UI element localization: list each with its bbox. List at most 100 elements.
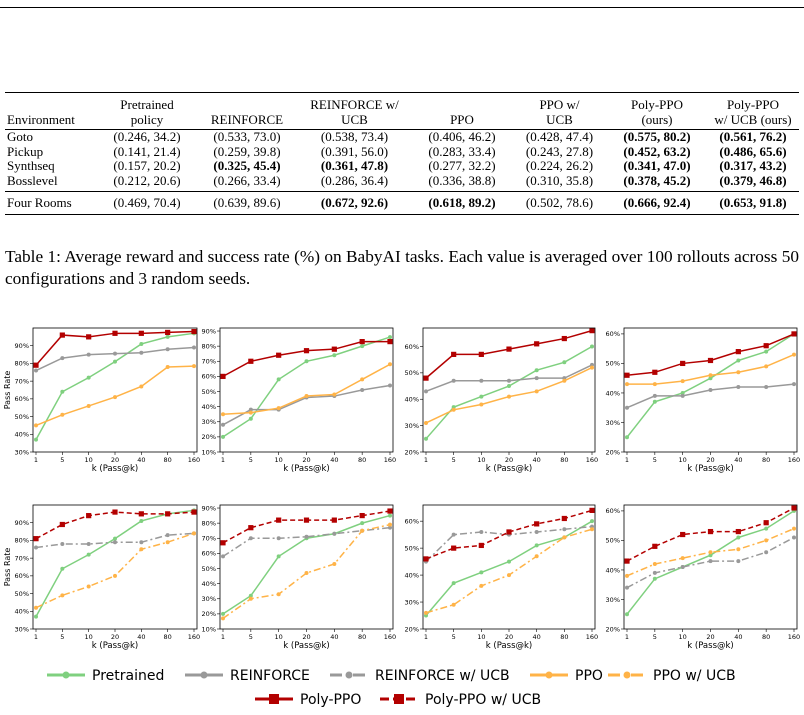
marker — [221, 616, 225, 621]
x-tick-label: 40 — [330, 633, 338, 641]
legend-label: Poly-PPO — [300, 692, 361, 708]
marker — [113, 573, 117, 578]
marker — [652, 399, 657, 404]
x-tick-label: 10 — [275, 633, 283, 641]
marker — [736, 559, 741, 564]
x-tick-label: 20 — [302, 456, 310, 464]
marker — [248, 536, 253, 541]
header-line: PPO w/ — [539, 97, 580, 112]
table-row: Four Rooms (0.469, 70.4) (0.639, 89.6) (0.6… — [5, 191, 799, 215]
marker — [139, 384, 144, 389]
marker — [113, 351, 117, 356]
x-tick-label: 40 — [734, 633, 742, 641]
header-line: REINFORCE — [210, 112, 284, 127]
marker — [478, 542, 484, 549]
x-tick-label: 40 — [137, 633, 145, 641]
marker — [625, 435, 629, 440]
marker — [680, 393, 685, 398]
series-line — [425, 329, 593, 379]
x-tick-label: 160 — [188, 633, 200, 641]
marker — [735, 528, 741, 535]
y-tick-label: 60% — [202, 373, 216, 381]
x-tick-label: 10 — [85, 633, 93, 641]
x-tick-label: 10 — [85, 456, 93, 464]
x-tick-label: 20 — [706, 633, 714, 641]
y-tick-label: 70% — [202, 535, 216, 543]
x-tick-label: 5 — [452, 456, 456, 464]
table-row: Synthseq (0.157, 20.2) (0.325, 45.4) (0.361… — [5, 159, 799, 174]
y-axis-label: Pass Rate — [3, 548, 12, 587]
table-cell: (0.361, 47.8) — [320, 158, 389, 174]
marker — [248, 593, 253, 598]
series-line — [222, 340, 390, 378]
marker — [34, 423, 38, 428]
y-tick-label: 20% — [405, 625, 419, 633]
y-tick-label: 80% — [202, 519, 216, 527]
y-tick-label: 80% — [15, 360, 29, 368]
plot-frame — [32, 327, 198, 453]
legend-label: Pretrained — [92, 668, 164, 684]
marker — [304, 571, 309, 576]
marker — [625, 405, 629, 410]
marker — [590, 527, 594, 532]
marker — [451, 602, 456, 607]
table-cell: (0.379, 46.8) — [719, 172, 787, 188]
marker — [86, 334, 92, 340]
header-row: Environment Pretrained policy REINFORCE REIN… — [5, 92, 799, 130]
marker — [562, 360, 567, 365]
x-tick-label: 80 — [560, 633, 568, 641]
header-cell: PPO — [412, 92, 512, 130]
y-tick-label: 20% — [405, 448, 419, 456]
header-line: UCB — [546, 112, 573, 127]
marker — [423, 375, 429, 381]
marker — [269, 694, 279, 704]
table-cell: (0.277, 32.2) — [428, 158, 496, 174]
table-cell: (0.666, 92.4) — [607, 191, 707, 215]
y-tick-label: 50% — [606, 360, 620, 368]
header-line: Environment — [7, 112, 75, 127]
table-cell: (0.378, 45.2) — [623, 172, 691, 188]
x-tick-label: 80 — [358, 456, 366, 464]
table-cell: (0.469, 70.4) — [97, 191, 197, 215]
y-tick-label: 50% — [15, 590, 29, 598]
x-tick-label: 80 — [560, 456, 568, 464]
row-label: Four Rooms — [5, 191, 97, 215]
y-tick-label: 90% — [202, 327, 216, 335]
marker — [507, 378, 511, 383]
table-cell: (0.575, 80.2) — [623, 129, 691, 144]
marker — [625, 612, 629, 617]
marker — [507, 394, 511, 399]
marker — [303, 517, 310, 523]
table-cell: (0.141, 21.4) — [113, 143, 181, 159]
table-cell: (0.561, 76.2) — [719, 129, 787, 144]
y-tick-label: 20% — [606, 448, 620, 456]
marker — [479, 402, 484, 407]
marker — [708, 553, 713, 558]
marker — [590, 365, 594, 370]
marker — [423, 556, 429, 562]
y-tick-label: 50% — [405, 369, 419, 377]
y-tick-label: 60% — [405, 343, 419, 351]
marker — [708, 376, 713, 381]
marker — [303, 348, 310, 354]
marker — [736, 370, 741, 375]
table-cell: (0.341, 47.0) — [623, 158, 691, 174]
marker — [165, 364, 170, 369]
marker — [736, 385, 741, 390]
marker — [534, 368, 539, 373]
marker — [763, 343, 769, 349]
plot-frame — [219, 504, 394, 630]
header-cell: Poly-PPO (ours) — [607, 92, 707, 130]
y-tick-label: 80% — [15, 537, 29, 545]
marker — [763, 520, 769, 526]
marker — [388, 525, 392, 530]
marker — [276, 517, 282, 523]
marker — [625, 585, 629, 590]
y-tick-label: 60% — [405, 517, 419, 525]
table-caption: Table 1: Average reward and success rate… — [5, 247, 799, 288]
marker — [248, 407, 253, 412]
table-cell: (0.310, 35.8) — [525, 172, 594, 188]
marker — [764, 538, 769, 543]
y-tick-label: 40% — [202, 580, 216, 588]
marker — [360, 521, 365, 526]
